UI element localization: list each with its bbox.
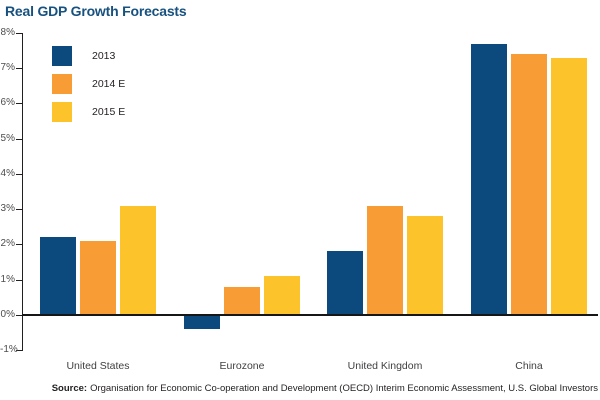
bar-2015-e-china <box>551 58 587 315</box>
x-axis-label-united-kingdom: United Kingdom <box>347 360 423 372</box>
y-axis-label-5: 5% <box>0 133 15 144</box>
y-axis-label-6: 6% <box>0 97 15 108</box>
y-axis-label-1: 1% <box>0 274 15 285</box>
x-axis-label-china: China <box>515 360 543 372</box>
y-axis-tick-7 <box>16 68 22 69</box>
y-axis-tick-8 <box>16 33 22 34</box>
legend-swatch-2015-e <box>52 102 72 122</box>
y-axis-line <box>22 33 23 351</box>
y-axis-tick--1 <box>16 350 22 351</box>
source-note: Source: Organisation for Economic Co-oper… <box>52 383 598 394</box>
y-axis-tick-0 <box>16 315 22 316</box>
chart-legend: 2013 2014 E 2015 E <box>52 46 125 130</box>
legend-swatch-2013 <box>52 46 72 66</box>
bar-2015-e-eurozone <box>264 276 300 315</box>
chart-title: Real GDP Growth Forecasts <box>5 3 187 19</box>
y-axis-tick-2 <box>16 244 22 245</box>
bar-2013-china <box>471 44 507 315</box>
legend-item-2015-e: 2015 E <box>52 102 125 122</box>
y-axis-label--1: -1% <box>0 344 18 355</box>
bar-2013-united-kingdom <box>327 251 363 314</box>
bar-2013-eurozone <box>184 315 220 329</box>
bar-2014-e-eurozone <box>224 287 260 315</box>
bar-2014-e-china <box>511 54 547 315</box>
legend-label-2013: 2013 <box>92 50 116 62</box>
y-axis-label-8: 8% <box>0 27 15 38</box>
bar-2014-e-united-kingdom <box>367 206 403 315</box>
y-axis-tick-3 <box>16 209 22 210</box>
y-axis-tick-6 <box>16 103 22 104</box>
legend-label-2014-e: 2014 E <box>92 78 126 90</box>
y-axis-label-0: 0% <box>0 309 15 320</box>
source-label: Source: <box>51 383 88 394</box>
y-axis-label-4: 4% <box>0 168 15 179</box>
zero-baseline <box>22 314 598 316</box>
legend-swatch-2014-e <box>52 74 72 94</box>
y-axis-label-7: 7% <box>0 62 15 73</box>
source-text: Organisation for Economic Co-operation a… <box>90 383 598 394</box>
x-axis-label-united-states: United States <box>66 360 130 372</box>
y-axis-tick-4 <box>16 174 22 175</box>
y-axis-label-3: 3% <box>0 203 15 214</box>
legend-item-2014-e: 2014 E <box>52 74 125 94</box>
x-axis-label-eurozone: Eurozone <box>219 360 265 372</box>
legend-label-2015-e: 2015 E <box>92 106 126 118</box>
bar-2013-united-states <box>40 237 76 314</box>
y-axis-tick-1 <box>16 280 22 281</box>
bar-2015-e-united-kingdom <box>407 216 443 315</box>
bar-2014-e-united-states <box>80 241 116 315</box>
bar-2015-e-united-states <box>120 206 156 315</box>
y-axis-tick-5 <box>16 139 22 140</box>
legend-item-2013: 2013 <box>52 46 125 66</box>
y-axis-label-2: 2% <box>0 238 15 249</box>
